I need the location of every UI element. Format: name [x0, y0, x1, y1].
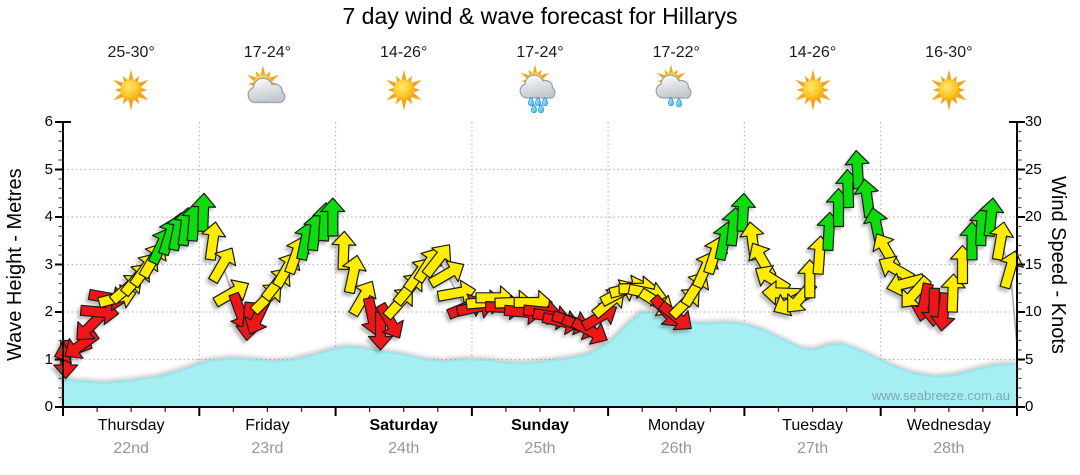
x-axis-day-date: 25th: [524, 440, 556, 457]
x-axis-day-date: 22nd: [113, 440, 149, 457]
right-axis-tick-label: 25: [1025, 160, 1042, 178]
left-axis-tick-label: 2: [44, 303, 53, 320]
left-axis-tick-label: 3: [44, 255, 53, 273]
day-temp-range: 16-30°: [925, 44, 973, 61]
right-axis-tick-label: 10: [1025, 303, 1042, 320]
x-axis-day-name: Sunday: [511, 417, 569, 434]
day-temp-range: 17-24°: [243, 44, 292, 61]
x-axis-day-date: 27th: [796, 440, 829, 457]
day-temp-range: 17-22°: [652, 44, 700, 61]
x-axis-day-name: Tuesday: [782, 417, 843, 434]
x-axis-day-name: Saturday: [369, 417, 438, 434]
right-axis-title: Wind Speed - Knots: [1047, 175, 1069, 354]
left-axis-tick-label: 0: [44, 398, 53, 415]
x-axis-day-date: 26th: [660, 440, 692, 457]
left-axis-tick-label: 6: [44, 113, 53, 130]
right-axis-tick-label: 30: [1025, 113, 1042, 130]
x-axis-day-name: Wednesday: [906, 417, 991, 434]
x-axis-day-name: Friday: [245, 417, 290, 434]
day-temp-range: 14-26°: [380, 44, 428, 61]
right-axis-tick-label: 15: [1025, 255, 1042, 273]
weather-light-showers-icon: [652, 64, 700, 116]
left-axis-tick-label: 5: [44, 160, 53, 178]
watermark: www.seabreeze.com.au: [871, 388, 1010, 403]
x-axis-day-name: Monday: [647, 417, 705, 434]
x-axis-day-date: 23rd: [251, 440, 284, 457]
weather-showers-icon: [516, 64, 564, 116]
right-axis-tick-label: 0: [1025, 398, 1034, 415]
x-axis-day-name: Thursday: [97, 417, 165, 434]
x-axis-day-date: 28th: [933, 440, 965, 457]
weather-sunny-icon: [925, 64, 973, 116]
right-axis-tick-label: 20: [1025, 208, 1042, 225]
day-temp-range: 25-30°: [107, 44, 155, 61]
day-temp-range: 14-26°: [788, 44, 837, 61]
x-axis-day-date: 24th: [388, 440, 420, 457]
left-axis-tick-label: 4: [44, 208, 53, 225]
day-temp-range: 17-24°: [516, 44, 564, 61]
weather-partly-cloudy-icon: [243, 64, 291, 116]
left-axis-tick-label: 1: [44, 350, 53, 368]
page-title: 7 day wind & wave forecast for Hillarys: [342, 3, 738, 29]
weather-sunny-icon: [380, 64, 428, 116]
weather-sunny-icon: [107, 64, 155, 116]
weather-sunny-icon: [789, 64, 837, 116]
right-axis-tick-label: 5: [1025, 350, 1034, 368]
